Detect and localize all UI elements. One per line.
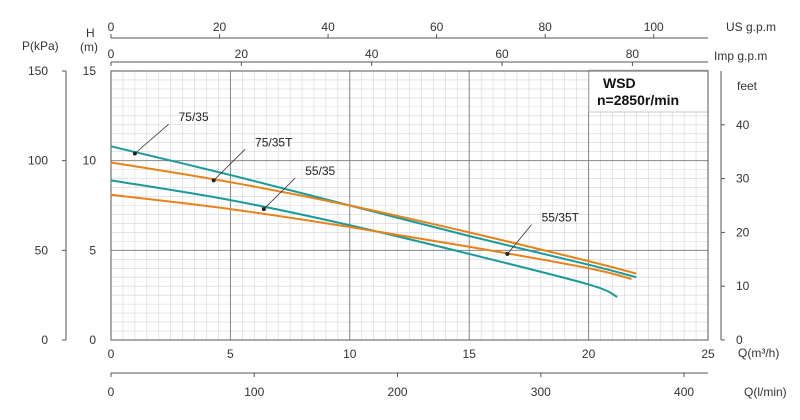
us-gpm-tick-label: 100 [644,20,664,34]
us-gpm-tick-label: 40 [321,20,335,34]
imp-gpm-axis-label: Imp g.p.m [714,49,767,63]
x-tick-label: 0 [108,347,115,361]
pressure-tick-label: 50 [35,243,49,257]
x-tick-label: 10 [343,347,357,361]
title-box-line2: n=2850r/min [597,92,679,108]
feet-axis-label: feet [737,79,758,93]
pressure-tick-label: 150 [28,64,48,78]
x-tick-label: 25 [701,347,715,361]
x-tick-label: 20 [582,347,596,361]
imp-gpm-tick-label: 80 [626,47,640,61]
curve-75-35 [110,145,637,279]
annotation-marker-75-35t [211,178,216,183]
head-axis-label-line2: (m) [80,40,98,54]
lmin-tick-label: 100 [244,385,264,399]
pressure-tick-label: 0 [41,333,48,347]
curve-55-35t [110,193,632,280]
annotation-label-75-35: 75/35 [179,110,209,124]
us-gpm-tick-label: 80 [539,20,553,34]
feet-tick-label: 40 [736,118,750,132]
pressure-tick-label: 100 [28,154,48,168]
pressure-axis-label: P(kPa) [22,39,59,53]
minor-grid [111,71,708,340]
lmin-tick-label: 300 [531,385,551,399]
plot-frame [110,70,709,341]
lmin-tick-label: 200 [388,385,408,399]
title-box-line1: WSD [603,75,636,91]
annotation-marker-55-35t [505,251,510,256]
annotation-marker-55-35 [261,207,266,212]
us-gpm-tick-label: 60 [430,20,444,34]
annotation-label-55-35: 55/35 [305,164,335,178]
annotation-leader-75-35 [134,123,169,154]
y-tick-label: 10 [83,154,97,168]
title-box: WSD n=2850r/min [588,69,709,113]
us-gpm-tick-label: 20 [213,20,227,34]
imp-gpm-tick-label: 20 [235,47,249,61]
us-gpm-axis-label: US g.p.m [726,20,776,34]
annotation-leader-75-35t [213,149,246,181]
y-tick-label: 5 [89,243,96,257]
lmin-axis-label: Q(l/min) [744,385,787,399]
head-axis-label-line1: H [86,26,95,40]
x-tick-label: 5 [227,347,234,361]
imp-gpm-tick-label: 0 [108,47,115,61]
axes [65,37,722,374]
curves: 75/35 75/35T 55/35 55/35T [110,110,637,298]
annotation-marker-75-35 [132,151,137,156]
annotation-leader-55-35t [507,224,532,255]
lmin-tick-label: 0 [108,385,115,399]
feet-tick-label: 0 [736,333,743,347]
y-tick-label: 0 [89,333,96,347]
annotation-label-55-35t: 55/35T [542,211,580,225]
x-axis-label: Q(m³/h) [738,346,779,360]
y-tick-label: 15 [83,64,97,78]
imp-gpm-tick-label: 60 [495,47,509,61]
annotation-leader-55-35 [263,177,296,210]
x-tick-label: 15 [463,347,477,361]
imp-gpm-tick-label: 40 [365,47,379,61]
annotation-label-75-35t: 75/35T [255,135,293,149]
us-gpm-tick-label: 0 [108,20,115,34]
lmin-tick-label: 400 [674,385,694,399]
feet-tick-label: 10 [736,279,750,293]
feet-tick-label: 20 [736,225,750,239]
feet-tick-label: 30 [736,172,750,186]
curve-75-35t [110,161,637,275]
curve-55-35 [110,179,618,298]
